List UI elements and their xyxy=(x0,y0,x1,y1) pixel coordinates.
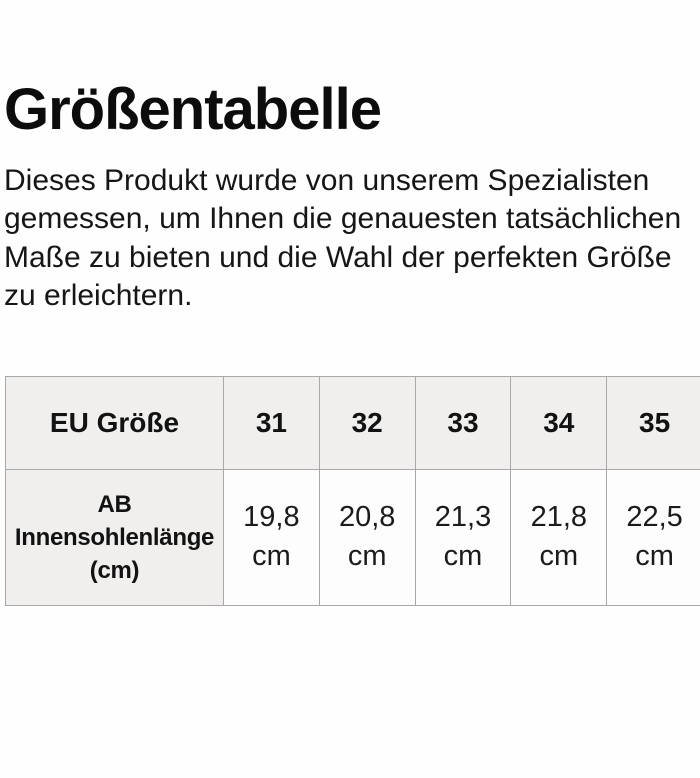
insole-length-value: 21,8 xyxy=(513,498,604,537)
size-guide-description: Dieses Produkt wurde von unserem Spezial… xyxy=(4,162,694,316)
insole-length-value-cell: 21,8 cm xyxy=(511,469,607,605)
insole-length-value-cell: 22,5 cm xyxy=(607,469,700,605)
insole-length-row-label: AB Innensohlenlänge (cm) xyxy=(6,469,224,605)
size-column-header: 33 xyxy=(415,376,511,469)
insole-length-value-cell: 19,8 cm xyxy=(224,469,320,605)
insole-length-unit: cm xyxy=(418,537,509,576)
insole-length-value-cell: 21,3 cm xyxy=(415,469,511,605)
page-title: Größentabelle xyxy=(4,78,698,142)
insole-length-unit: cm xyxy=(609,537,700,576)
size-column-header: 35 xyxy=(607,376,700,469)
size-guide-section: Größentabelle Dieses Produkt wurde von u… xyxy=(0,78,700,606)
insole-length-unit: cm xyxy=(513,537,604,576)
insole-length-value: 20,8 xyxy=(322,498,413,537)
insole-length-value: 22,5 xyxy=(609,498,700,537)
insole-length-value-cell: 20,8 cm xyxy=(319,469,415,605)
insole-length-value: 21,3 xyxy=(418,498,509,537)
insole-length-row: AB Innensohlenlänge (cm) 19,8 cm 20,8 cm… xyxy=(6,469,700,605)
size-table: EU Größe 31 32 33 34 35 AB Innensohlenlä… xyxy=(5,376,700,606)
size-table-header-row: EU Größe 31 32 33 34 35 xyxy=(6,376,700,469)
insole-length-unit: cm xyxy=(322,537,413,576)
size-column-header: 32 xyxy=(319,376,415,469)
size-column-header: 34 xyxy=(511,376,607,469)
size-column-header: 31 xyxy=(224,376,320,469)
eu-size-header-cell: EU Größe xyxy=(6,376,224,469)
insole-length-value: 19,8 xyxy=(226,498,317,537)
insole-length-unit: cm xyxy=(226,537,317,576)
